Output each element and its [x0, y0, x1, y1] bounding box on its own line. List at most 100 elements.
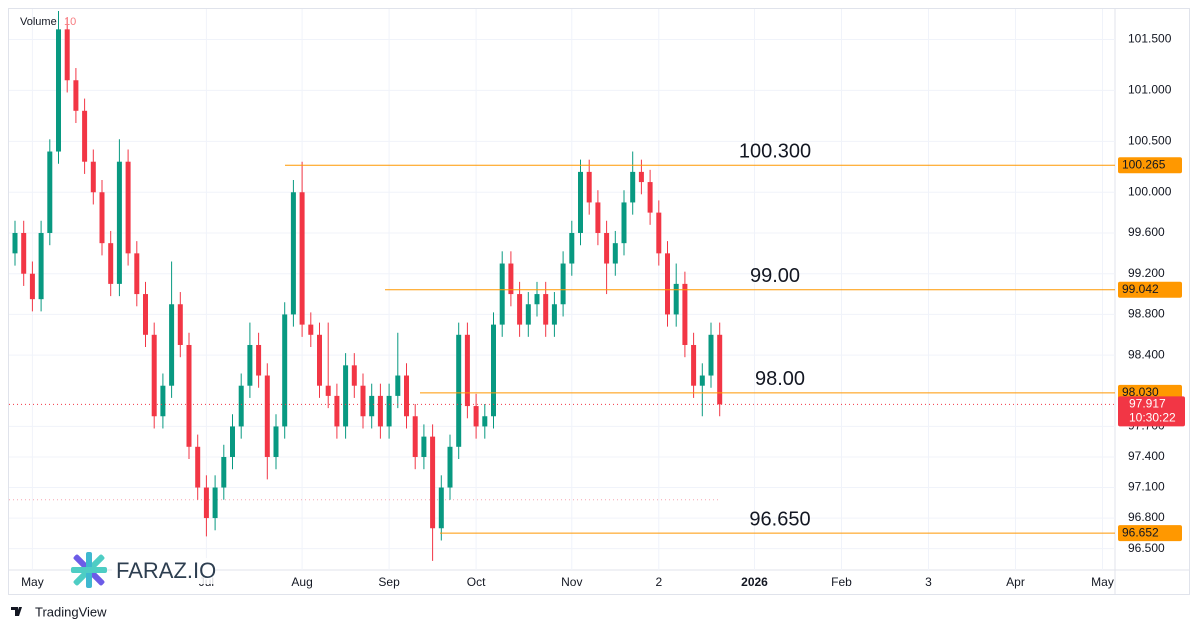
watermark-text: FARAZ.IO — [116, 558, 216, 583]
candle-body — [56, 29, 61, 152]
candle-body — [221, 456, 227, 488]
level-tag: 98.030 — [1122, 385, 1159, 399]
candle-body — [569, 232, 575, 264]
candle-body — [404, 375, 409, 417]
x-tick-label: May — [1091, 575, 1114, 589]
countdown: 10:30:22 — [1129, 411, 1176, 425]
candle-body — [656, 212, 662, 254]
candle-body — [203, 487, 209, 519]
candle-body — [604, 232, 610, 264]
candle-body — [638, 171, 644, 183]
candle-body — [134, 253, 140, 295]
candle-body — [143, 294, 148, 335]
candle-body — [334, 395, 340, 427]
candle-body — [90, 161, 96, 193]
footer-text: TradingView — [35, 604, 107, 619]
candle-body — [491, 324, 496, 417]
candle-body — [273, 426, 279, 457]
y-tick-label: 97.400 — [1128, 449, 1165, 463]
candle-body — [464, 334, 470, 407]
y-tick-label: 101.000 — [1128, 83, 1172, 97]
y-tick-label: 99.200 — [1128, 266, 1165, 280]
candle-body — [73, 80, 79, 111]
last-price-tag: 97.917 — [1129, 397, 1166, 411]
candle-body — [395, 375, 401, 396]
candle-body — [247, 344, 253, 386]
candle-body — [647, 182, 653, 213]
y-tick-label: 96.500 — [1128, 541, 1165, 555]
level-tag: 96.652 — [1122, 525, 1159, 539]
y-tick-label: 98.800 — [1128, 307, 1165, 321]
x-tick-label: May — [21, 575, 44, 589]
candle-body — [612, 243, 618, 264]
footer: TradingView — [11, 604, 107, 619]
footer-logo — [11, 607, 22, 616]
y-tick-label: 101.500 — [1128, 32, 1172, 46]
candle-body — [691, 344, 697, 386]
candle-body — [177, 304, 183, 345]
candle-body — [517, 294, 523, 325]
volume-value: 10 — [64, 16, 76, 28]
candle-body — [717, 334, 723, 405]
x-tick-label: Feb — [831, 575, 852, 589]
candle-body — [12, 232, 18, 254]
x-tick-label: Aug — [291, 575, 312, 589]
level-annotation: 98.00 — [755, 368, 805, 390]
candle-body — [543, 294, 549, 325]
volume-label: Volume — [20, 16, 57, 28]
candle-body — [308, 324, 314, 335]
candle-body — [264, 375, 270, 457]
candle-body — [482, 416, 488, 427]
candle-body — [360, 385, 366, 417]
plot-area — [9, 11, 723, 561]
candle-body — [256, 344, 262, 376]
candle-body — [586, 171, 592, 203]
candle-body — [438, 487, 444, 529]
candle-body — [125, 161, 131, 254]
candle-body — [47, 151, 53, 233]
level-annotation: 100.300 — [739, 141, 811, 163]
candle-body — [421, 436, 427, 457]
y-tick-label: 98.400 — [1128, 347, 1165, 361]
candle-body — [665, 253, 670, 315]
candle-body — [195, 446, 201, 488]
candle-body — [64, 29, 70, 81]
overlay: 101.500 101.000 100.500 100.000 99.600 99.200… — [9, 32, 1185, 589]
candle-body — [621, 202, 627, 244]
candle-body — [699, 375, 705, 386]
candle-body — [343, 365, 349, 427]
last-price-tag-bg — [1118, 396, 1185, 427]
candle-body — [108, 243, 114, 284]
x-tick-label: Sep — [378, 575, 400, 589]
candle-body — [325, 385, 331, 396]
chart-frame — [8, 8, 1190, 595]
candle-body — [230, 426, 235, 457]
level-tag: 100.265 — [1122, 157, 1166, 171]
watermark: FARAZ.IO — [71, 552, 216, 588]
candle-body — [212, 487, 218, 519]
candle-body — [38, 232, 44, 300]
candle-body — [682, 283, 688, 345]
candle-body — [673, 283, 679, 315]
y-tick-label: 100.500 — [1128, 134, 1172, 148]
candle-body — [595, 202, 601, 233]
candle-body — [473, 406, 479, 427]
candle-body — [578, 171, 583, 233]
x-tick-label: Apr — [1006, 575, 1025, 589]
x-tick-label: Nov — [561, 575, 582, 589]
candle-body — [499, 263, 505, 325]
x-tick-label: Oct — [467, 575, 486, 589]
level-tag-bg — [1118, 281, 1182, 298]
candle-body — [169, 304, 175, 386]
level-tag-bg — [1118, 157, 1182, 174]
candle-body — [525, 304, 531, 325]
candle-body — [551, 304, 557, 325]
candle-body — [99, 192, 105, 244]
candle-body — [708, 334, 714, 376]
candle-body — [238, 385, 244, 427]
candle-body — [317, 334, 322, 386]
watermark-icon — [71, 552, 107, 588]
candle-body — [377, 395, 383, 427]
candle-body — [82, 110, 88, 162]
